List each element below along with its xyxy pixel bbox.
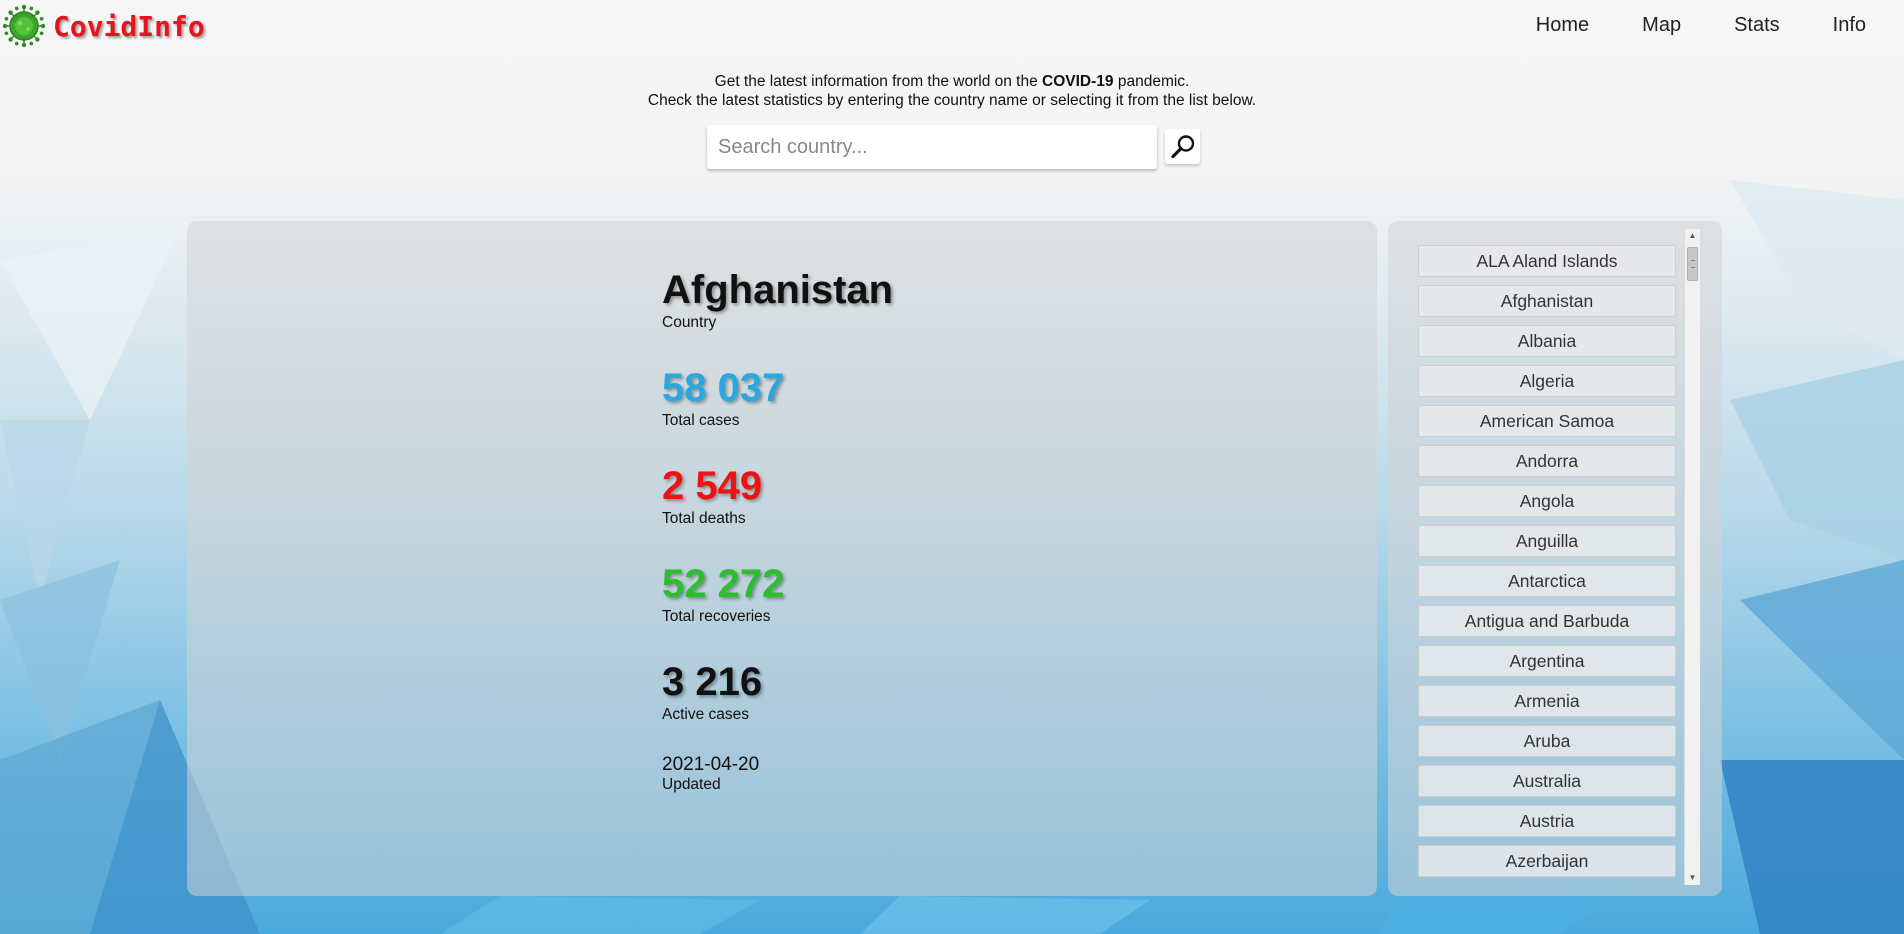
country-list-item[interactable]: American Samoa xyxy=(1418,405,1676,437)
nav-stats-link[interactable]: Stats xyxy=(1734,14,1780,36)
virus-icon xyxy=(2,4,46,48)
country-list-item[interactable]: Argentina xyxy=(1418,645,1676,677)
total-deaths-stat: 2 549 Total deaths xyxy=(662,462,893,528)
nav-info-link[interactable]: Info xyxy=(1832,14,1866,36)
country-list-item[interactable]: Angola xyxy=(1418,485,1676,517)
intro-line-1-prefix: Get the latest information from the worl… xyxy=(714,73,1043,90)
logo-text: CovidInfo xyxy=(53,9,205,43)
total-deaths-value: 2 549 xyxy=(662,464,763,508)
updated-value: 2021-04-20 xyxy=(662,754,760,775)
nav-home-link[interactable]: Home xyxy=(1535,14,1590,36)
country-list-item[interactable]: Australia xyxy=(1418,765,1676,797)
total-cases-value: 58 037 xyxy=(662,366,785,410)
country-list-box: ALA Aland Islands Afghanistan Albania Alger… xyxy=(1404,229,1700,885)
active-cases-label: Active cases xyxy=(662,706,750,723)
top-navbar: CovidInfo Home Map Stats Info xyxy=(0,0,1904,58)
country-name: Afghanistan xyxy=(662,268,894,312)
country-list-item[interactable]: Armenia xyxy=(1418,685,1676,717)
search-input[interactable] xyxy=(707,125,1157,169)
country-list-item[interactable]: Antarctica xyxy=(1418,565,1676,597)
country-list-item[interactable]: Andorra xyxy=(1418,445,1676,477)
country-list-item[interactable]: Albania xyxy=(1418,325,1676,357)
stats-block: Afghanistan Country 58 037 Total cases 2… xyxy=(662,266,893,794)
search-bar xyxy=(707,125,1200,169)
scrollbar-thumb[interactable] xyxy=(1687,247,1698,281)
total-recoveries-stat: 52 272 Total recoveries xyxy=(662,560,893,626)
intro-line-1-suffix: pandemic. xyxy=(1113,73,1190,90)
country-stats-panel: Afghanistan Country 58 037 Total cases 2… xyxy=(187,221,1377,896)
intro-line-2: Check the latest statistics by entering … xyxy=(647,92,1257,109)
total-cases-stat: 58 037 Total cases xyxy=(662,364,893,430)
country-list-scrollbar[interactable]: ▲ ▼ xyxy=(1684,229,1700,885)
nav-map-link[interactable]: Map xyxy=(1642,14,1682,36)
total-deaths-label: Total deaths xyxy=(662,510,746,527)
country-list-panel: ALA Aland Islands Afghanistan Albania Alger… xyxy=(1388,221,1722,896)
intro-line-1: Get the latest information from the worl… xyxy=(0,72,1904,91)
country-list-item[interactable]: Algeria xyxy=(1418,365,1676,397)
intro-text: Get the latest information from the worl… xyxy=(0,72,1904,110)
country-list-item[interactable]: Austria xyxy=(1418,805,1676,837)
country-list: ALA Aland Islands Afghanistan Albania Alger… xyxy=(1418,245,1676,885)
active-cases-value: 3 216 xyxy=(662,660,763,704)
updated-stat: 2021-04-20 Updated xyxy=(662,754,893,794)
country-stat: Afghanistan Country xyxy=(662,266,893,332)
scroll-up-arrow-icon[interactable]: ▲ xyxy=(1688,231,1697,240)
site-logo[interactable]: CovidInfo xyxy=(2,4,205,48)
country-list-item[interactable]: Antigua and Barbuda xyxy=(1418,605,1676,637)
total-recoveries-label: Total recoveries xyxy=(662,608,771,625)
search-button[interactable] xyxy=(1165,129,1200,164)
total-cases-label: Total cases xyxy=(662,412,740,429)
country-list-item[interactable]: Aruba xyxy=(1418,725,1676,757)
country-list-item[interactable]: Azerbaijan xyxy=(1418,845,1676,877)
country-list-item[interactable]: Afghanistan xyxy=(1418,285,1676,317)
scroll-down-arrow-icon[interactable]: ▼ xyxy=(1688,873,1697,882)
active-cases-stat: 3 216 Active cases xyxy=(662,658,893,724)
magnifier-icon xyxy=(1170,134,1194,158)
intro-line-1-bold: COVID-19 xyxy=(1042,73,1114,90)
total-recoveries-value: 52 272 xyxy=(662,562,785,606)
country-label: Country xyxy=(662,314,717,331)
country-list-item[interactable]: ALA Aland Islands xyxy=(1418,245,1676,277)
updated-label: Updated xyxy=(662,776,721,793)
country-list-item[interactable]: Anguilla xyxy=(1418,525,1676,557)
main-nav: Home Map Stats Info xyxy=(1483,14,1866,37)
